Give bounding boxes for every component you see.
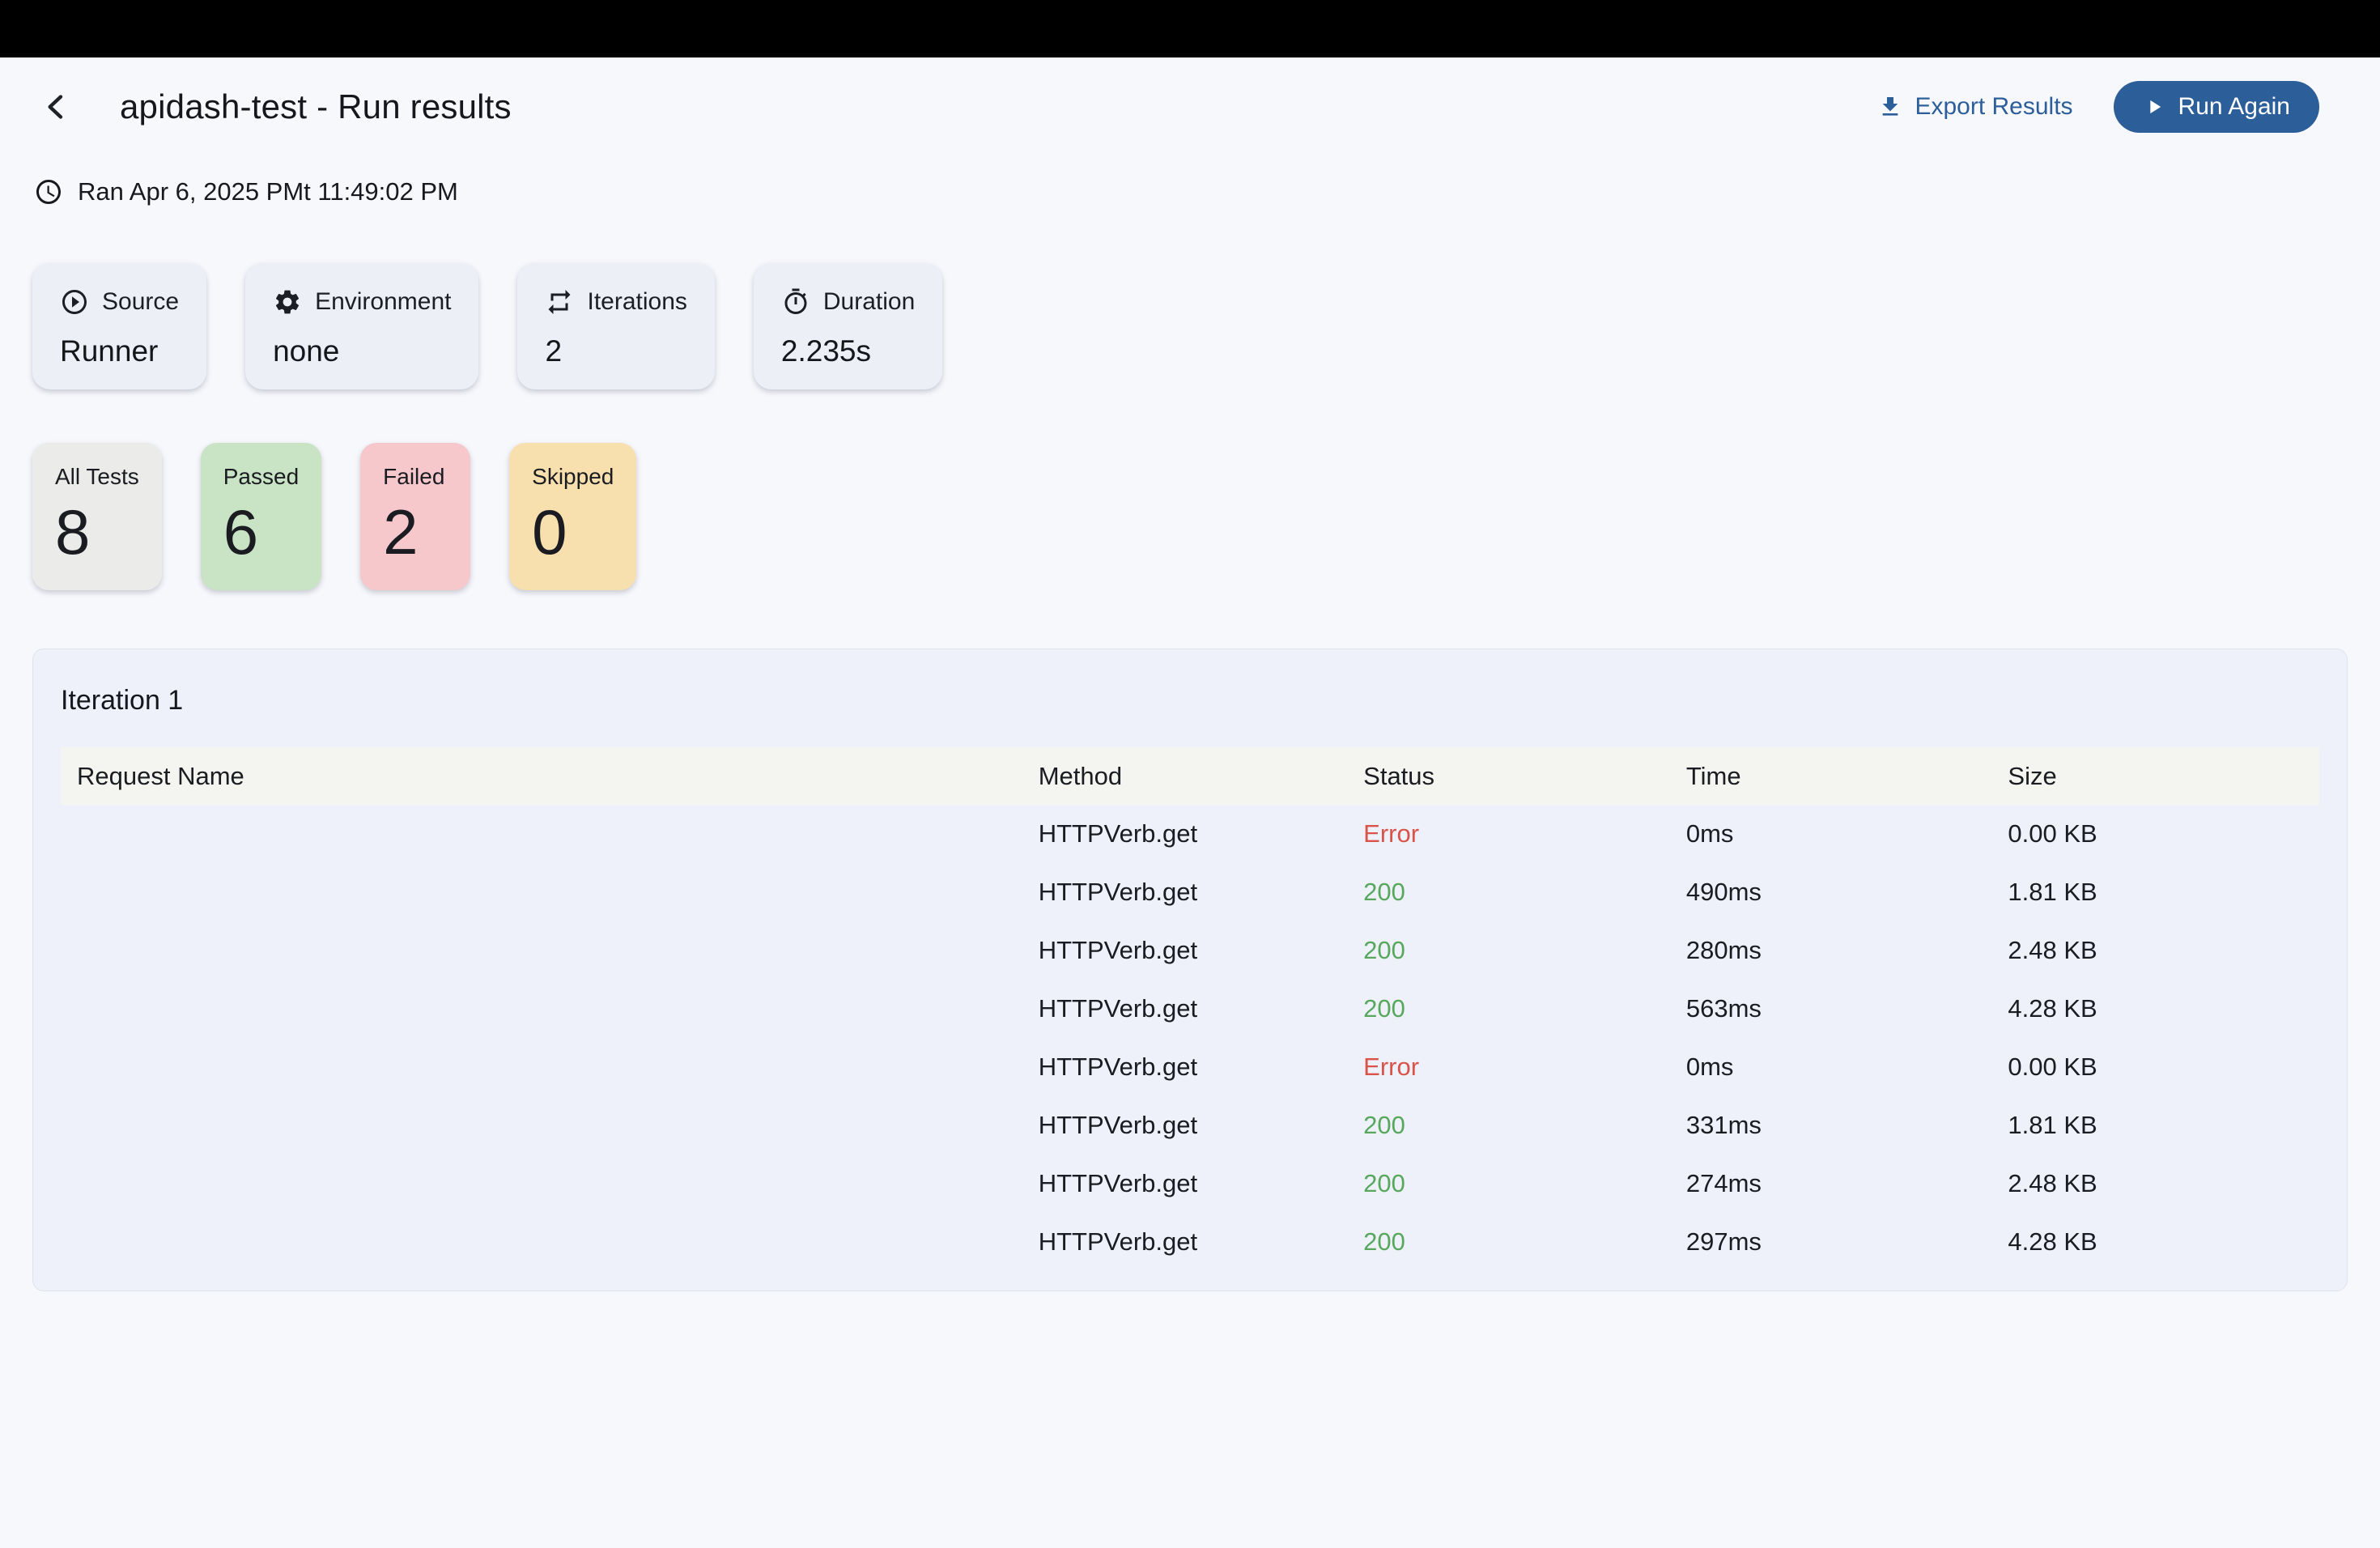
method-cell: HTTPVerb.get [1038,1169,1198,1197]
info-card-value: none [273,334,340,368]
method-cell: HTTPVerb.get [1038,878,1198,906]
iteration-title: Iteration 1 [61,685,184,716]
status-cell: 200 [1363,1227,1405,1256]
size-cell: 0.00 KB [2008,1053,2097,1081]
table-row: HTTPVerb.get 200 563ms 4.28 KB [61,980,2319,1038]
results-table: Request Name Method Status Time Size HTT… [61,747,2319,1271]
status-cell: 200 [1363,936,1405,964]
stat-label: Skipped [532,464,614,489]
info-card-label: Source [102,288,180,315]
time-cell: 0ms [1685,1053,1734,1081]
info-card-value: 2 [545,334,563,368]
stat-card-all-tests: All Tests 8 [32,443,162,590]
time-cell: 274ms [1685,1169,1762,1197]
export-results-button[interactable]: Export Results [1877,93,2073,121]
column-header-size: Size [2008,761,2057,790]
page-title: apidash-test - Run results [120,87,512,125]
table-row: HTTPVerb.get 200 331ms 1.81 KB [61,1096,2319,1155]
column-header-method: Method [1038,761,1123,790]
stat-label: Passed [223,464,300,489]
window-titlebar [0,0,2380,57]
stat-value: 2 [383,496,419,568]
size-cell: 4.28 KB [2008,994,2097,1023]
table-row: HTTPVerb.get 200 280ms 2.48 KB [61,921,2319,980]
size-cell: 0.00 KB [2008,819,2097,848]
status-cell: 200 [1363,878,1405,906]
status-cell: 200 [1363,994,1405,1023]
iteration-panel: Iteration 1 Request Name Method Status T… [32,649,2348,1291]
column-header-request-name: Request Name [77,761,244,790]
stat-value: 8 [55,496,91,568]
time-cell: 0ms [1685,819,1734,848]
method-cell: HTTPVerb.get [1038,994,1198,1023]
info-card-value: 2.235s [780,334,871,368]
table-row: HTTPVerb.get Error 0ms 0.00 KB [61,1038,2319,1096]
stat-label: Failed [383,464,445,489]
time-cell: 563ms [1685,994,1762,1023]
time-cell: 490ms [1685,878,1762,906]
status-cell: Error [1363,819,1420,848]
size-cell: 4.28 KB [2008,1227,2097,1256]
stat-card-passed: Passed 6 [200,443,322,590]
size-cell: 2.48 KB [2008,1169,2097,1197]
stat-card-failed: Failed 2 [360,443,471,590]
gear-icon [273,287,302,317]
back-button[interactable] [39,87,74,126]
time-cell: 331ms [1685,1111,1762,1139]
clock-icon [34,177,63,206]
export-results-label: Export Results [1915,93,2073,120]
download-icon [1877,94,1903,120]
status-cell: 200 [1363,1111,1405,1139]
repeat-icon [545,287,574,317]
run-timestamp-label: Ran Apr 6, 2025 PMt 11:49:02 PM [78,177,458,206]
table-row: HTTPVerb.get 200 274ms 2.48 KB [61,1155,2319,1213]
time-cell: 297ms [1685,1227,1762,1256]
status-cell: 200 [1363,1169,1405,1197]
run-again-label: Run Again [2178,93,2290,120]
info-card-label: Duration [822,288,916,315]
size-cell: 1.81 KB [2008,878,2097,906]
column-header-time: Time [1685,761,1741,790]
table-row: HTTPVerb.get Error 0ms 0.00 KB [61,805,2319,863]
play-icon [2143,96,2165,118]
stat-card-skipped: Skipped 0 [509,443,637,590]
info-card-label: Iterations [587,288,687,315]
table-row: HTTPVerb.get 200 297ms 4.28 KB [61,1213,2319,1271]
info-card-environment: Environment none [245,263,479,389]
method-cell: HTTPVerb.get [1038,1111,1198,1139]
run-again-button[interactable]: Run Again [2113,81,2319,133]
method-cell: HTTPVerb.get [1038,819,1198,848]
stat-value: 0 [532,496,567,568]
chevron-left-icon [40,89,73,125]
test-stat-cards: All Tests 8 Passed 6 Failed 2 Skipped 0 [32,443,2380,590]
info-card-source: Source Runner [32,263,207,389]
info-card-value: Runner [60,334,159,368]
run-info-cards: Source Runner Environment none Iteration… [32,263,2380,389]
status-cell: Error [1363,1053,1420,1081]
results-table-header: Request Name Method Status Time Size [61,747,2319,805]
method-cell: HTTPVerb.get [1038,1053,1198,1081]
info-card-duration: Duration 2.235s [753,263,943,389]
stopwatch-icon [781,287,810,317]
size-cell: 2.48 KB [2008,936,2097,964]
stat-value: 6 [223,496,259,568]
info-card-label: Environment [315,288,452,315]
run-timestamp: Ran Apr 6, 2025 PMt 11:49:02 PM [34,177,2380,206]
method-cell: HTTPVerb.get [1038,936,1198,964]
page-header: apidash-test - Run results Export Result… [0,79,2380,135]
table-row: HTTPVerb.get 200 490ms 1.81 KB [61,863,2319,921]
play-circle-icon [60,287,89,317]
info-card-iterations: Iterations 2 [517,263,715,389]
column-header-status: Status [1363,761,1435,790]
stat-label: All Tests [55,464,139,489]
size-cell: 1.81 KB [2008,1111,2097,1139]
time-cell: 280ms [1685,936,1762,964]
method-cell: HTTPVerb.get [1038,1227,1198,1256]
